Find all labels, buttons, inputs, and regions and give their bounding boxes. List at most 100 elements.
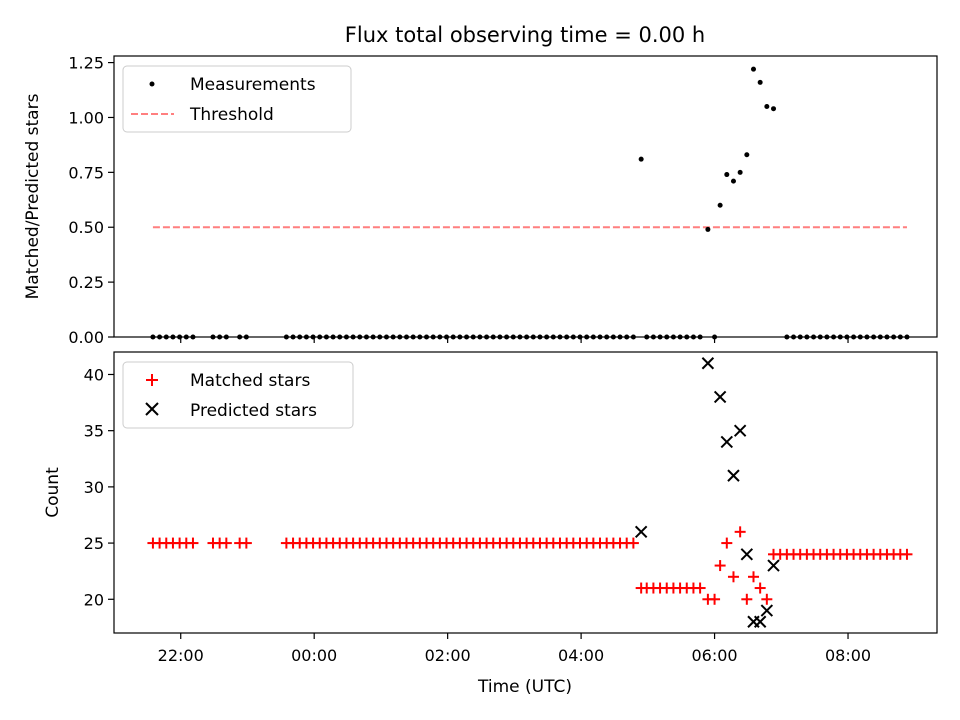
y-tick-label: 1.25: [68, 54, 104, 73]
bottom-y-axis-label: Count: [43, 467, 63, 518]
y-tick-label: 1.00: [68, 108, 104, 127]
legend-predicted-marker: [145, 402, 159, 416]
y-tick-label: 30: [84, 478, 104, 497]
measurement-point: [383, 334, 389, 340]
top-y-axis-label: Matched/Predicted stars: [23, 93, 43, 299]
measurement-point: [730, 178, 736, 184]
measurement-point: [210, 334, 216, 340]
measurement-point: [712, 334, 718, 340]
measurement-point: [797, 334, 803, 340]
predicted-star-point: [740, 548, 754, 561]
measurement-point: [417, 334, 423, 340]
measurement-point: [824, 334, 830, 340]
matched-stars-series: [147, 526, 913, 605]
measurement-point: [470, 334, 476, 340]
y-tick-label: 0.75: [68, 163, 104, 182]
measurement-point: [697, 334, 703, 340]
measurement-point: [750, 66, 756, 72]
measurement-point: [877, 334, 883, 340]
predicted-star-point: [720, 435, 734, 449]
bottom-plot-frame: [113, 351, 938, 634]
measurement-point: [217, 334, 223, 340]
measurement-point: [504, 334, 510, 340]
bottom-legend: Matched stars Predicted stars: [122, 361, 354, 429]
measurement-point: [791, 334, 797, 340]
measurement-point: [544, 334, 550, 340]
legend-matched-marker: [146, 374, 158, 386]
measurement-point: [464, 334, 470, 340]
measurement-point: [510, 334, 516, 340]
x-tick-label: 06:00: [692, 646, 738, 665]
measurement-point: [705, 226, 711, 232]
measurement-point: [764, 103, 770, 109]
measurement-point: [337, 334, 343, 340]
measurement-point: [490, 334, 496, 340]
measurement-point: [871, 334, 877, 340]
measurement-point: [557, 334, 563, 340]
matched-star-point: [901, 548, 913, 560]
measurement-point: [357, 334, 363, 340]
x-axis-label: Time (UTC): [477, 677, 572, 697]
measurement-point: [163, 334, 169, 340]
measurement-point: [190, 334, 196, 340]
measurement-point: [831, 334, 837, 340]
measurement-point: [317, 334, 323, 340]
legend-measurements-marker: [149, 81, 155, 87]
measurement-point: [424, 334, 430, 340]
measurement-point: [390, 334, 396, 340]
matched-star-point: [709, 593, 721, 605]
measurement-point: [644, 334, 650, 340]
y-tick-label: 0.50: [68, 218, 104, 237]
measurement-point: [817, 334, 823, 340]
measurement-point: [243, 334, 249, 340]
measurement-point: [303, 334, 309, 340]
measurements-series: [150, 66, 910, 340]
measurement-point: [457, 334, 463, 340]
matched-star-point: [721, 537, 733, 549]
predicted-star-point: [713, 390, 727, 404]
top-legend: Measurements Threshold: [122, 65, 352, 133]
measurement-point: [897, 334, 903, 340]
predicted-star-point: [767, 559, 780, 572]
measurement-point: [237, 334, 243, 340]
measurement-point: [537, 334, 543, 340]
bottom-legend-frame: [122, 361, 354, 429]
measurement-point: [170, 334, 176, 340]
measurement-point: [330, 334, 336, 340]
predicted-star-point: [760, 604, 774, 617]
measurement-point: [397, 334, 403, 340]
top-panel: 0.00 0.25 0.50 0.75 1.00 1.25 Matched/Predict…: [23, 54, 938, 347]
matched-star-point: [747, 571, 759, 583]
measurement-point: [323, 334, 329, 340]
measurement-point: [771, 106, 777, 112]
measurement-point: [310, 334, 316, 340]
measurement-point: [437, 334, 443, 340]
measurement-point: [530, 334, 536, 340]
measurement-point: [630, 334, 636, 340]
measurement-point: [717, 202, 723, 208]
measurement-point: [403, 334, 409, 340]
matched-star-point: [754, 582, 766, 594]
x-tick-label: 02:00: [425, 646, 471, 665]
measurement-point: [444, 334, 450, 340]
measurement-point: [724, 172, 730, 178]
measurement-point: [370, 334, 376, 340]
measurement-point: [864, 334, 870, 340]
legend-matched-label: Matched stars: [190, 371, 310, 391]
measurement-point: [604, 334, 610, 340]
measurement-point: [650, 334, 656, 340]
measurement-point: [857, 334, 863, 340]
bottom-y-axis: 20 25 30 35 40: [84, 365, 114, 609]
bottom-panel: 20 25 30 35 40 22:00 00:00 02:00 04:00 06:00 08:0…: [43, 351, 938, 697]
measurement-point: [564, 334, 570, 340]
top-y-axis: 0.00 0.25 0.50 0.75 1.00 1.25: [68, 54, 114, 347]
predicted-star-point: [727, 469, 740, 482]
measurement-point: [851, 334, 857, 340]
measurement-point: [610, 334, 616, 340]
y-tick-label: 40: [84, 365, 104, 384]
measurement-point: [757, 79, 763, 85]
measurement-point: [497, 334, 503, 340]
measurement-point: [811, 334, 817, 340]
measurement-point: [670, 334, 676, 340]
